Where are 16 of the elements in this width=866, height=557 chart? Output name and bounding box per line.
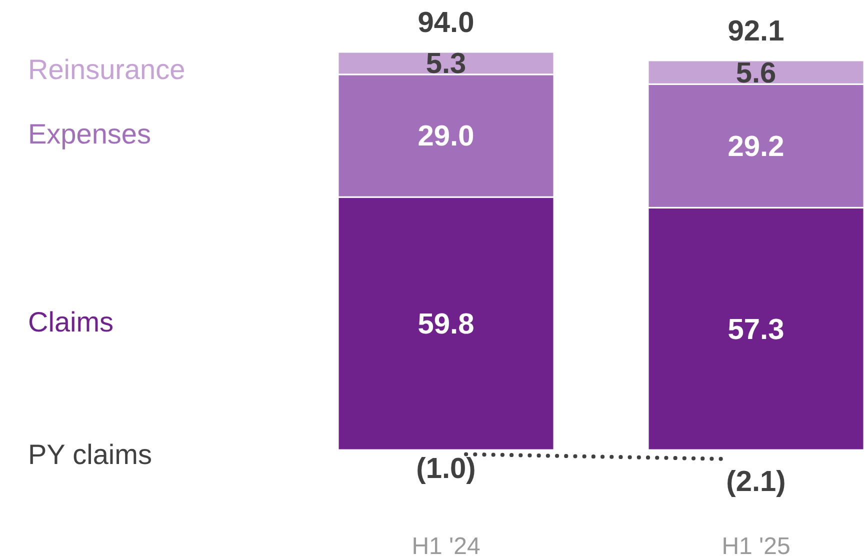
data-label: 5.6	[736, 57, 776, 90]
text: PY claims	[28, 439, 152, 470]
total-label: 92.1	[728, 15, 784, 48]
data-label: 5.3	[426, 48, 466, 80]
data-label: (2.1)	[726, 466, 786, 498]
data-label: 57.3	[728, 314, 784, 346]
text: Claims	[28, 306, 114, 338]
x-tick-label: H1 '24	[412, 533, 480, 557]
data-label: 59.8	[418, 308, 474, 341]
x-tick-label: H1 '25	[722, 533, 790, 557]
text: Reinsurance	[28, 54, 186, 86]
text: Expenses	[28, 118, 151, 150]
data-label: (1.0)	[416, 453, 476, 486]
data-label: 29.2	[728, 130, 784, 163]
total-label: 94.0	[418, 7, 474, 39]
data-label: 29.0	[418, 120, 474, 153]
